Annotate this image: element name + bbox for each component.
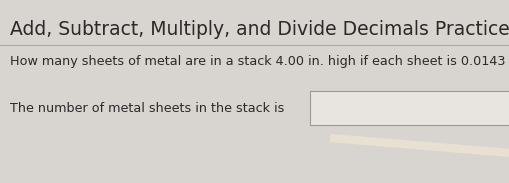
Text: The number of metal sheets in the stack is: The number of metal sheets in the stack … — [10, 102, 284, 115]
FancyBboxPatch shape — [309, 91, 509, 125]
Text: Add, Subtract, Multiply, and Divide Decimals Practice: Add, Subtract, Multiply, and Divide Deci… — [10, 20, 509, 39]
Text: How many sheets of metal are in a stack 4.00 in. high if each sheet is 0.0143 in: How many sheets of metal are in a stack … — [10, 55, 509, 68]
